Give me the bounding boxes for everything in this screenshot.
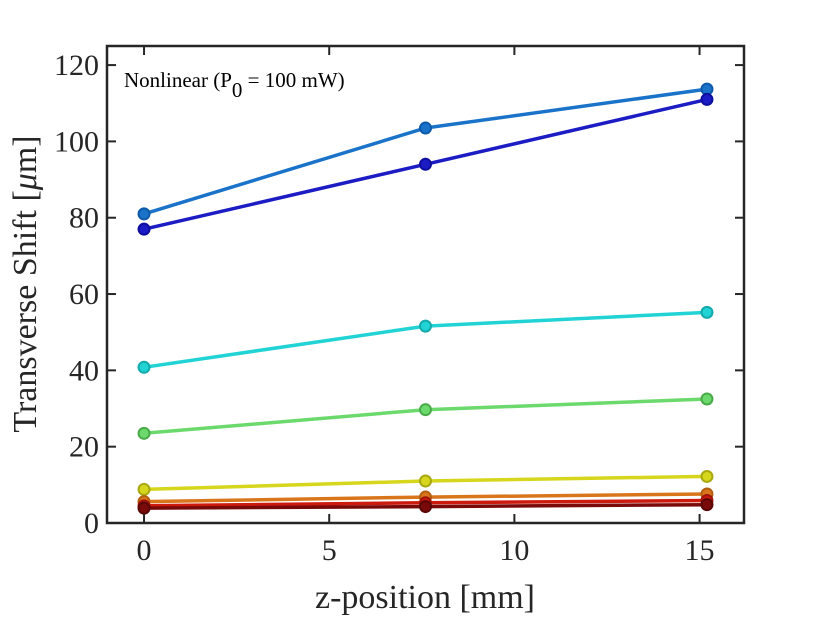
series-8 xyxy=(137,498,714,515)
x-tick-label: 15 xyxy=(685,534,715,567)
data-point xyxy=(700,469,714,483)
x-tick-label: 5 xyxy=(322,534,337,567)
y-axis-label: Transverse Shift [μm] xyxy=(7,135,44,432)
chart-annotation: Nonlinear (P0 = 100 mW) xyxy=(124,68,345,102)
series-1 xyxy=(137,82,714,221)
data-point xyxy=(137,222,151,236)
series-3 xyxy=(137,305,714,374)
y-tick-label: 100 xyxy=(54,125,99,158)
data-point xyxy=(419,403,432,417)
y-tick-label: 0 xyxy=(84,507,99,540)
y-tick-label: 40 xyxy=(69,354,99,387)
axes-layer xyxy=(105,44,746,525)
data-point xyxy=(419,121,432,135)
x-axis-label: z-position [mm] xyxy=(315,579,535,616)
data-point xyxy=(419,474,432,488)
ticks-layer: 0 5 10 15 0 20 40 60 80 100 120 xyxy=(54,46,744,567)
series-layer xyxy=(137,82,714,515)
y-tick-label: 20 xyxy=(69,431,99,464)
x-tick-label: 10 xyxy=(499,534,529,567)
y-tick-label: 80 xyxy=(69,202,99,235)
data-point xyxy=(137,360,151,374)
data-point xyxy=(700,392,714,406)
data-point xyxy=(419,319,432,333)
y-tick-label: 60 xyxy=(69,278,99,311)
data-point xyxy=(137,426,151,440)
y-tick-label: 120 xyxy=(54,49,99,82)
data-point xyxy=(700,305,714,319)
data-point xyxy=(419,500,432,514)
series-5 xyxy=(137,469,714,496)
data-point xyxy=(419,157,432,171)
data-point xyxy=(700,92,714,106)
plot-area xyxy=(107,46,744,523)
series-4 xyxy=(137,392,714,440)
plot-background xyxy=(107,46,744,523)
data-point xyxy=(137,482,151,496)
data-point xyxy=(700,498,714,512)
x-tick-label: 0 xyxy=(137,534,152,567)
series-2 xyxy=(137,92,714,236)
axes-box xyxy=(105,44,746,525)
data-point xyxy=(137,207,151,221)
data-point xyxy=(137,501,151,515)
